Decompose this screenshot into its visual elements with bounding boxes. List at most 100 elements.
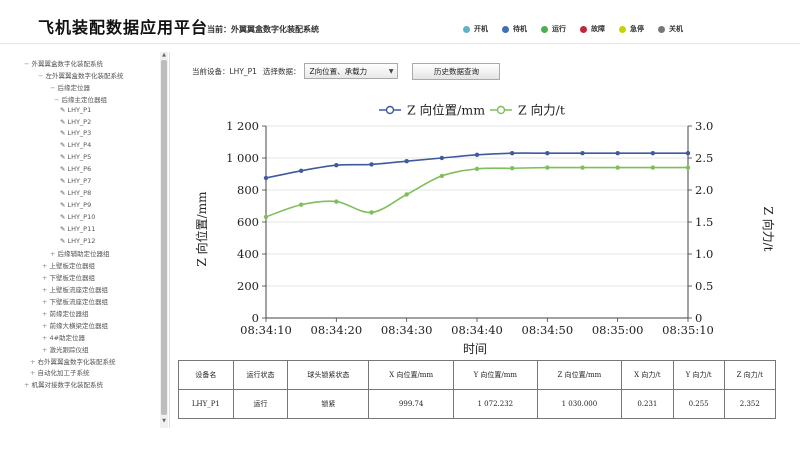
tree-item[interactable]: − 外翼翼盒数字化装配系统 (24, 58, 103, 68)
table-header-cell: 球头锁紧状态 (287, 360, 370, 390)
tree-item-label: 机翼对接数字化装配系统 (31, 381, 103, 390)
x-tick-label: 08:35:00 (592, 323, 644, 337)
legend-label: Z 向力/t (518, 103, 565, 118)
tree-item-label: 前缘大横梁定位器组 (49, 321, 108, 330)
collapse-icon[interactable]: − (54, 95, 60, 104)
status-dot-icon (580, 25, 587, 33)
tree-item[interactable]: + 自动化加工子系统 (30, 367, 89, 377)
tree-item[interactable]: + 下壁板流座定位器组 (42, 296, 108, 306)
chevron-down-icon[interactable]: ▼ (388, 68, 394, 75)
tree-item[interactable]: + 下壁板定位器组 (42, 272, 95, 282)
data-select-value: Z向位置、承载力 (309, 66, 368, 76)
expand-icon[interactable]: + (24, 381, 30, 390)
y-left-tick-label: 0 (252, 311, 259, 325)
tree-item[interactable]: + 后缘辅助定位器组 (50, 248, 109, 258)
current-system-label: 当前：外翼翼盒数字化装配系统 (207, 25, 319, 34)
collapse-icon[interactable]: − (38, 71, 44, 80)
expand-icon[interactable]: + (30, 369, 36, 378)
tree-item-label: LHY_P10 (67, 212, 96, 221)
x-tick-label: 08:34:50 (522, 323, 574, 337)
tree-item[interactable]: + 右外翼翼盒数字化装配系统 (30, 356, 115, 366)
app-title: 飞机装配数据应用平台 (38, 18, 209, 37)
scroll-up-arrow-icon[interactable]: ▲ (162, 52, 166, 58)
tree-item[interactable]: ✎ LHY_P11 (60, 225, 95, 233)
data-point (369, 162, 374, 167)
tree-item[interactable]: − 左外翼翼盒数字化装配系统 (38, 70, 123, 80)
expand-icon[interactable]: + (42, 321, 48, 330)
tree-item[interactable]: ✎ LHY_P8 (60, 189, 91, 197)
expand-icon[interactable]: + (42, 298, 48, 306)
tree-item-label: 后缘辅助定位器组 (57, 250, 110, 259)
tree-item[interactable]: + 上壁板定位器组 (42, 260, 95, 270)
tree-item[interactable]: ✎ LHY_P3 (60, 129, 91, 137)
tree-item[interactable]: + 前缘大横梁定位器组 (42, 320, 108, 330)
tree-item-label: LHY_P1 (67, 105, 92, 114)
tree-item[interactable]: − 后缘主定位器组 (54, 94, 107, 104)
y-left-tick-label: 1 200 (226, 119, 259, 133)
tree-item-label: LHY_P12 (67, 236, 96, 245)
tree-item-label: 自动化加工子系统 (37, 369, 90, 378)
expand-icon[interactable]: + (42, 262, 48, 271)
expand-icon[interactable]: + (30, 357, 36, 366)
tree-item[interactable]: ✎ LHY_P2 (60, 118, 91, 126)
status-dot-icon (658, 25, 665, 33)
table-cell: LHY_P1 (178, 389, 234, 419)
data-point (509, 151, 515, 156)
device-pin-icon: ✎ (60, 212, 66, 221)
status-dot-icon (502, 25, 509, 33)
expand-icon[interactable]: + (42, 345, 48, 354)
tree-item[interactable]: ✎ LHY_P6 (60, 165, 91, 173)
expand-icon[interactable]: + (42, 333, 48, 342)
tree-item-label: 激光跟踪仪组 (49, 345, 89, 354)
table-header-cell: Z 向位置/mm (536, 360, 623, 390)
current-device-label: 当前设备：LHY_P1 (192, 66, 257, 76)
history-query-button[interactable]: 历史数据查询 (412, 62, 501, 80)
collapse-icon[interactable]: − (50, 83, 56, 92)
legend-marker-icon (385, 105, 395, 115)
status-legend-item: 待机 (502, 24, 527, 34)
expand-icon[interactable]: + (50, 250, 56, 259)
tree-item[interactable]: − 后缘定位器 (50, 82, 90, 92)
tree-item[interactable]: + 上壁板流座定位器组 (42, 284, 108, 294)
data-point (404, 192, 409, 197)
tree-item-label: LHY_P4 (67, 141, 92, 150)
status-legend-item: 故障 (580, 24, 605, 34)
table-cell: 1 030.000 (536, 389, 623, 419)
tree-item-label: LHY_P5 (67, 153, 92, 162)
y-left-tick-label: 800 (237, 183, 259, 197)
table-cell: 运行 (232, 389, 289, 419)
scroll-thumb[interactable] (161, 60, 167, 415)
x-tick-label: 08:35:10 (662, 323, 714, 337)
device-pin-icon: ✎ (60, 200, 66, 209)
y-right-tick-label: 0.5 (695, 279, 713, 293)
y-right-tick-label: 2.5 (695, 151, 713, 165)
table-header-cell: Y 向力/t (672, 360, 725, 390)
tree-item[interactable]: + 机翼对接数字化装配系统 (24, 379, 103, 389)
tree-item[interactable]: +4#助定位器 (42, 332, 85, 342)
expand-icon[interactable]: + (42, 309, 48, 318)
device-pin-icon: ✎ (60, 236, 66, 245)
tree-item[interactable]: ✎ LHY_P7 (60, 177, 91, 185)
scroll-down-arrow-icon[interactable]: ▼ (162, 418, 166, 424)
device-data-table: 设备名 运行状态 球头锁紧状态 X 向位置/mm Y 向位置/mm Z 向位置/mm X 向… (178, 360, 777, 419)
tree-item[interactable]: ✎ LHY_P10 (60, 213, 95, 221)
y-left-tick-label: 400 (237, 247, 259, 261)
device-pin-icon: ✎ (60, 177, 66, 185)
expand-icon[interactable]: + (42, 286, 48, 295)
tree-item[interactable]: ✎ LHY_P5 (60, 153, 91, 161)
tree-item[interactable]: ✎ LHY_P9 (60, 201, 91, 209)
tree-item-label: 上壁板定位器组 (49, 262, 95, 271)
tree-item-label: 前缘定位器组 (49, 309, 89, 318)
tree-item[interactable]: ✎ LHY_P1 (60, 106, 91, 114)
tree-item[interactable]: ✎ LHY_P12 (60, 237, 95, 245)
tree-item[interactable]: + 激光跟踪仪组 (42, 344, 88, 354)
device-tree: − 外翼翼盒数字化装配系统 − 左外翼翼盒数字化装配系统 − 后缘定位器 − 后缘主定位器组 ✎… (0, 52, 158, 428)
collapse-icon[interactable]: − (24, 60, 30, 68)
tree-item[interactable]: ✎ LHY_P4 (60, 141, 91, 149)
data-select[interactable]: Z向位置、承载力 ▼ (304, 63, 399, 79)
tree-item[interactable]: + 前缘定位器组 (42, 308, 88, 318)
legend-label: Z 向位置/mm (407, 103, 485, 118)
sidebar-scrollbar[interactable]: ▲ ▼ (160, 52, 168, 428)
expand-icon[interactable]: + (42, 274, 48, 283)
